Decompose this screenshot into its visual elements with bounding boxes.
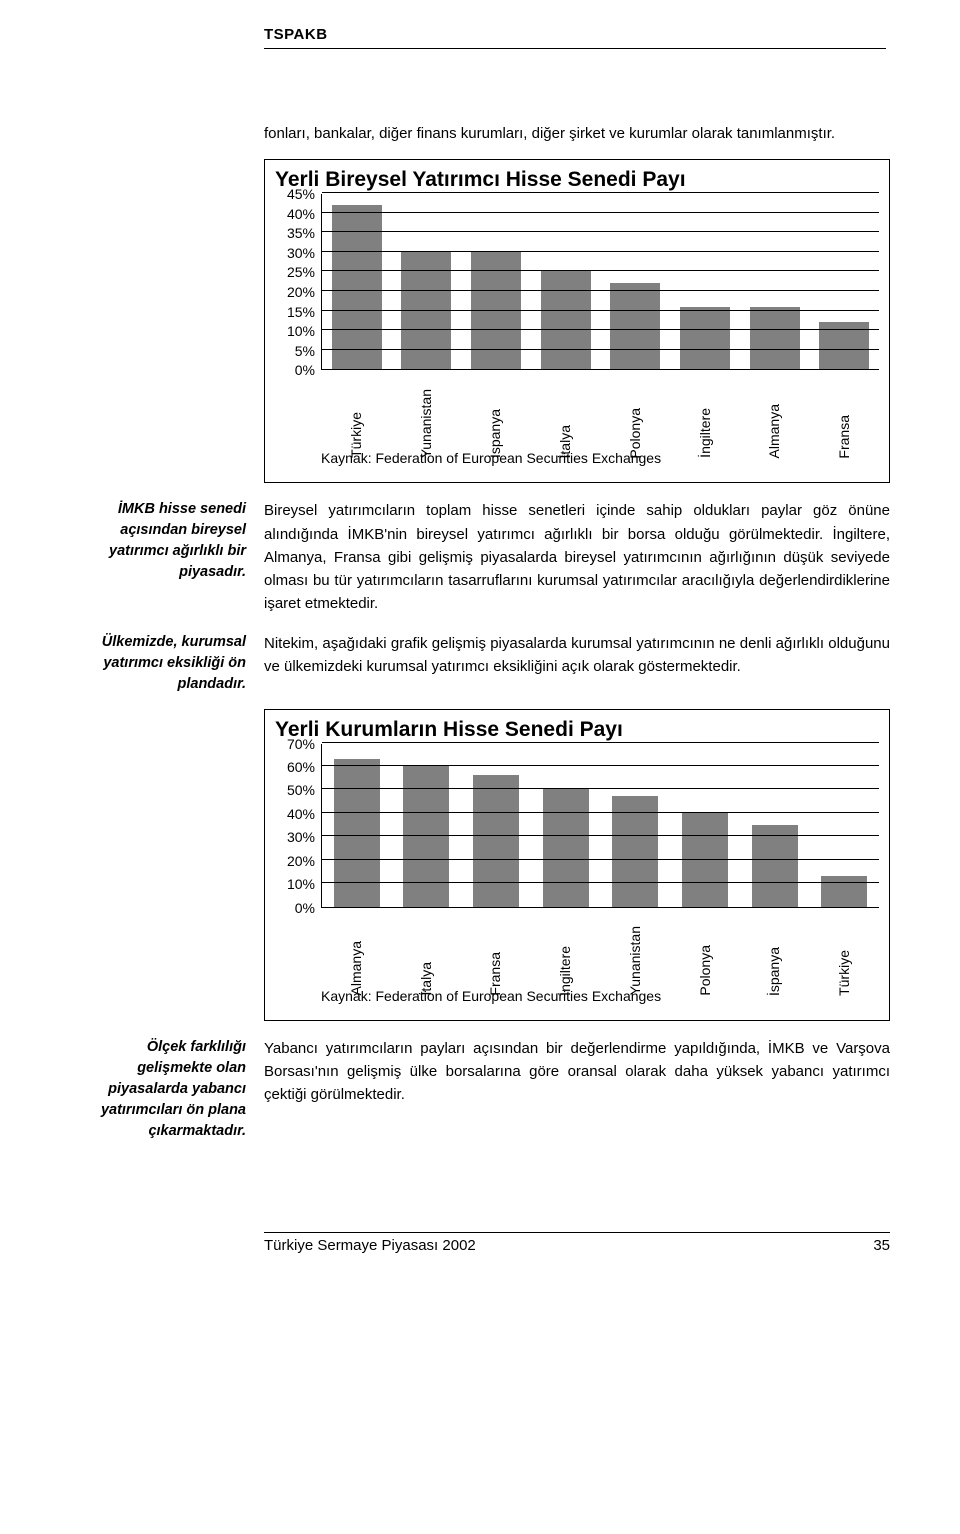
- chart2-gridline: [322, 788, 879, 789]
- chart2-bar: [752, 825, 798, 907]
- chart2-bar: [543, 789, 589, 906]
- body-paragraph-3: Yabancı yatırımcıların payları açısından…: [264, 1037, 890, 1142]
- chart2-xaxis: AlmanyaİtalyaFransaİngiltereYunanistanPo…: [275, 910, 879, 996]
- chart2-plot-wrap: 70%60%50%40%30%20%10%0%: [275, 744, 879, 908]
- chart1-gridline: [322, 212, 879, 213]
- chart2-xlabels: AlmanyaİtalyaFransaİngiltereYunanistanPo…: [321, 910, 879, 996]
- intro-paragraph: fonları, bankalar, diğer finans kurumlar…: [264, 122, 890, 145]
- chart2-gridline: [322, 882, 879, 883]
- chart2-title: Yerli Kurumların Hisse Senedi Payı: [275, 718, 879, 742]
- chart1-gridline: [322, 349, 879, 350]
- chart1-bar: [680, 307, 730, 370]
- chart2-xlabel: Yunanistan: [627, 926, 643, 995]
- chart2-yaxis: 70%60%50%40%30%20%10%0%: [275, 744, 321, 908]
- chart1-title: Yerli Bireysel Yatırımcı Hisse Senedi Pa…: [275, 168, 879, 192]
- chart2-gridline: [322, 835, 879, 836]
- chart1-frame: Yerli Bireysel Yatırımcı Hisse Senedi Pa…: [264, 159, 890, 483]
- chart1-gridline: [322, 251, 879, 252]
- chart2-gridline: [322, 812, 879, 813]
- chart2-bar: [473, 775, 519, 906]
- chart2-bar: [403, 766, 449, 907]
- chart1-gridline: [322, 290, 879, 291]
- chart1-gridline: [322, 310, 879, 311]
- chart1-bar: [610, 283, 660, 369]
- sidenote-1: İMKB hisse senedi açısından bireysel yat…: [70, 499, 246, 615]
- sidenote-2: Ülkemizde, kurumsal yatırımcı eksikliği …: [70, 632, 246, 695]
- body-paragraph-2: Nitekim, aşağıdaki grafik gelişmiş piyas…: [264, 632, 890, 695]
- chart1-gridline: [322, 329, 879, 330]
- chart1-bar: [332, 205, 382, 369]
- brand-label: TSPAKB: [264, 26, 328, 43]
- chart1-plot: [321, 194, 879, 370]
- chart1-bar: [541, 271, 591, 369]
- chart1-gridline: [322, 270, 879, 271]
- sidenote-3: Ölçek farklılığı gelişmekte olan piyasal…: [70, 1037, 246, 1142]
- chart1-gridline: [322, 231, 879, 232]
- chart1-plot-wrap: 45%40%35%30%25%20%15%10%5%0%: [275, 194, 879, 370]
- chart1-source: Kaynak: Federation of European Securitie…: [275, 450, 879, 466]
- chart2-gridline: [322, 859, 879, 860]
- chart2-bar: [612, 796, 658, 906]
- chart2-bar: [821, 876, 867, 906]
- chart1-bar: [750, 307, 800, 370]
- footer-page-number: 35: [873, 1237, 890, 1254]
- chart2-frame: Yerli Kurumların Hisse Senedi Payı 70%60…: [264, 709, 890, 1021]
- chart1-gridline: [322, 192, 879, 193]
- chart2-source: Kaynak: Federation of European Securitie…: [275, 988, 879, 1004]
- chart1-xlabels: TürkiyeYunanistanİspanyaİtalyaPolonyaİng…: [321, 372, 879, 458]
- chart1-xaxis: TürkiyeYunanistanİspanyaİtalyaPolonyaİng…: [275, 372, 879, 458]
- footer-title: Türkiye Sermaye Piyasası 2002: [264, 1237, 476, 1254]
- chart2-bar: [334, 759, 380, 907]
- chart1-bars: [322, 194, 879, 369]
- chart2-gridline: [322, 742, 879, 743]
- chart2-gridline: [322, 765, 879, 766]
- header-divider: [264, 48, 886, 49]
- body-paragraph-1: Bireysel yatırımcıların toplam hisse sen…: [264, 499, 890, 615]
- chart1-xlabel: Yunanistan: [418, 389, 434, 458]
- chart1-yaxis: 45%40%35%30%25%20%15%10%5%0%: [275, 194, 321, 370]
- chart2-plot: [321, 744, 879, 908]
